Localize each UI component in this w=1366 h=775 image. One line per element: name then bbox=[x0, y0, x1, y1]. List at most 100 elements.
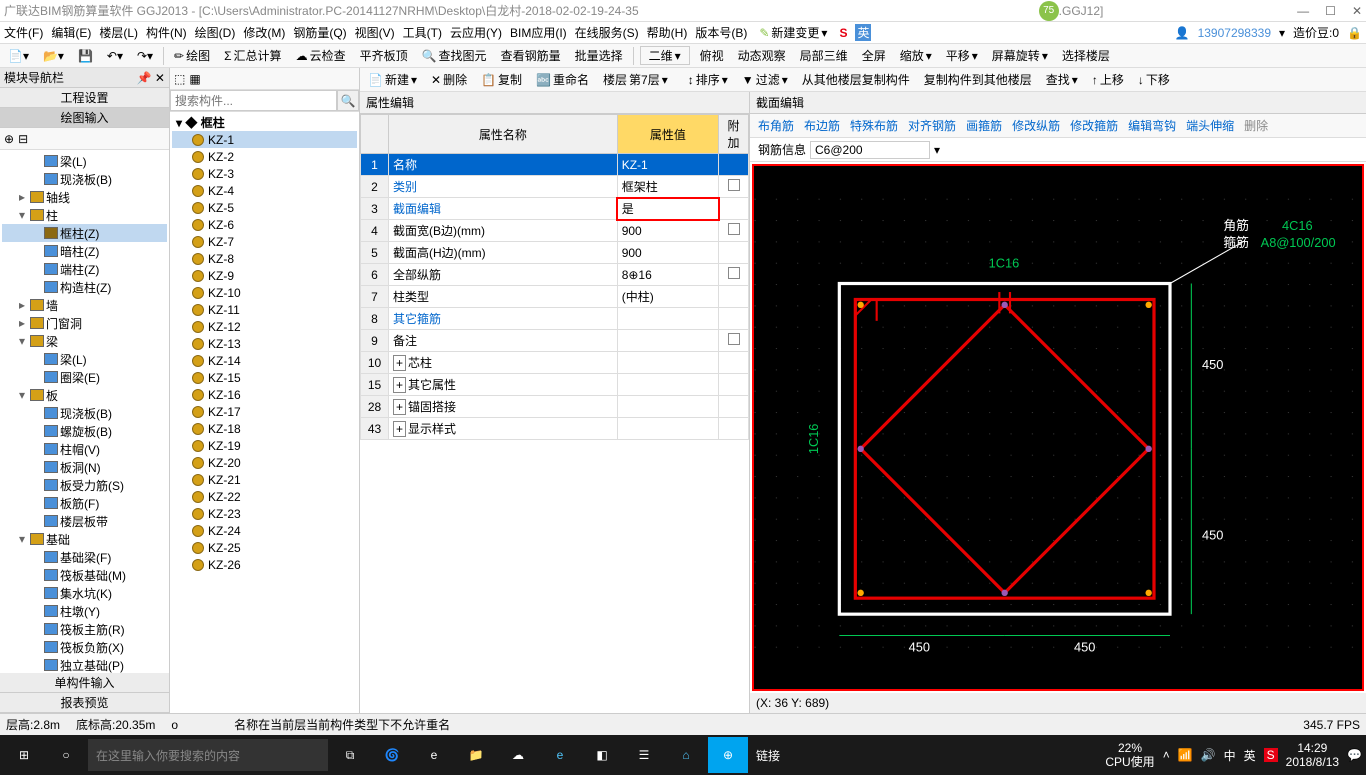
menu-help[interactable]: 帮助(H) bbox=[647, 24, 688, 41]
search-button[interactable]: 🔍 bbox=[337, 90, 359, 111]
tree-node[interactable]: 构造柱(Z) bbox=[2, 278, 167, 296]
component-item[interactable]: KZ-16 bbox=[172, 386, 357, 403]
tray-ime-icon[interactable]: 中 bbox=[1224, 747, 1236, 764]
menu-cloud[interactable]: 云应用(Y) bbox=[450, 24, 502, 41]
component-item[interactable]: KZ-19 bbox=[172, 437, 357, 454]
component-item[interactable]: KZ-13 bbox=[172, 335, 357, 352]
tree-node[interactable]: 梁(L) bbox=[2, 152, 167, 170]
tree-node[interactable]: ▸轴线 bbox=[2, 188, 167, 206]
component-item[interactable]: KZ-3 bbox=[172, 165, 357, 182]
mid-tool-icon2[interactable]: ▦ bbox=[189, 72, 200, 86]
menu-floor[interactable]: 楼层(L) bbox=[99, 24, 138, 41]
fullscreen-button[interactable]: 全屏 bbox=[858, 47, 890, 64]
menu-edit[interactable]: 编辑(E) bbox=[51, 24, 91, 41]
tray-sogou-icon[interactable]: S bbox=[1264, 748, 1278, 762]
floor-select[interactable]: 楼层 第7层▾ bbox=[599, 71, 672, 88]
tree-node[interactable]: 板洞(N) bbox=[2, 458, 167, 476]
component-item[interactable]: KZ-7 bbox=[172, 233, 357, 250]
rotate-button[interactable]: 屏幕旋转▾ bbox=[988, 47, 1052, 64]
property-row[interactable]: 2类别框架柱 bbox=[361, 176, 749, 198]
tree-node[interactable]: ▸墙 bbox=[2, 296, 167, 314]
user-id[interactable]: 13907298339 bbox=[1198, 26, 1271, 40]
notif-icon[interactable]: 💬 bbox=[1347, 748, 1362, 762]
tree-node[interactable]: 板筋(F) bbox=[2, 494, 167, 512]
tree-node[interactable]: 梁(L) bbox=[2, 350, 167, 368]
mid-tool-icon[interactable]: ⬚ bbox=[174, 72, 185, 86]
sum-button[interactable]: Σ 汇总计算 bbox=[220, 47, 285, 64]
up-button[interactable]: ↑上移 bbox=[1088, 71, 1128, 88]
property-row[interactable]: 5截面高(H边)(mm)900 bbox=[361, 242, 749, 264]
tool-modvert[interactable]: 修改纵筋 bbox=[1012, 117, 1060, 134]
tray-net-icon[interactable]: 📶 bbox=[1178, 748, 1193, 762]
component-item[interactable]: KZ-1 bbox=[172, 131, 357, 148]
tool-modhoop[interactable]: 修改箍筋 bbox=[1070, 117, 1118, 134]
draw-button[interactable]: ✏绘图 bbox=[170, 47, 214, 64]
overlook-button[interactable]: 俯视 bbox=[696, 47, 728, 64]
section-canvas[interactable]: 1C16 1C16 角筋 4C16 箍筋 A8@100/200 450 450 … bbox=[752, 164, 1364, 691]
undo-button[interactable]: ↶▾ bbox=[103, 49, 127, 63]
view-steel-button[interactable]: 查看钢筋量 bbox=[497, 47, 565, 64]
component-item[interactable]: KZ-17 bbox=[172, 403, 357, 420]
property-row[interactable]: 9备注 bbox=[361, 330, 749, 352]
save-button[interactable]: 💾 bbox=[74, 49, 97, 63]
tree-node[interactable]: 现浇板(B) bbox=[2, 170, 167, 188]
component-item[interactable]: KZ-10 bbox=[172, 284, 357, 301]
dynview-button[interactable]: 动态观察 bbox=[734, 47, 790, 64]
clock[interactable]: 14:292018/8/13 bbox=[1286, 741, 1339, 770]
filter-button[interactable]: ▼过滤▾ bbox=[738, 71, 792, 88]
tool-corner[interactable]: 布角筋 bbox=[758, 117, 794, 134]
component-tree[interactable]: ▾ ◆ 框柱KZ-1KZ-2KZ-3KZ-4KZ-5KZ-6KZ-7KZ-8KZ… bbox=[170, 112, 359, 713]
component-item[interactable]: KZ-11 bbox=[172, 301, 357, 318]
cloud-check-button[interactable]: ☁云检查 bbox=[292, 47, 350, 64]
tool-side[interactable]: 布边筋 bbox=[804, 117, 840, 134]
sect-single[interactable]: 单构件输入 bbox=[0, 673, 169, 693]
sect-report[interactable]: 报表预览 bbox=[0, 693, 169, 713]
tree-node[interactable]: 现浇板(B) bbox=[2, 404, 167, 422]
tool-delete[interactable]: 删除 bbox=[1244, 117, 1268, 134]
menu-online[interactable]: 在线服务(S) bbox=[575, 24, 639, 41]
component-item[interactable]: KZ-5 bbox=[172, 199, 357, 216]
flat-button[interactable]: 平齐板顶 bbox=[356, 47, 412, 64]
sort-button[interactable]: ↕排序▾ bbox=[684, 71, 732, 88]
minimize-icon[interactable]: — bbox=[1297, 4, 1309, 18]
batch-button[interactable]: 批量选择 bbox=[571, 47, 627, 64]
menu-draw[interactable]: 绘图(D) bbox=[195, 24, 236, 41]
sect-project[interactable]: 工程设置 bbox=[0, 88, 169, 108]
tree-collapse-icon[interactable]: ⊟ bbox=[18, 132, 28, 146]
property-row[interactable]: 1名称KZ-1 bbox=[361, 154, 749, 176]
tree-node[interactable]: 集水坑(K) bbox=[2, 584, 167, 602]
tree-node[interactable]: ▾基础 bbox=[2, 530, 167, 548]
tool-end[interactable]: 端头伸缩 bbox=[1186, 117, 1234, 134]
property-row[interactable]: 43+显示样式 bbox=[361, 418, 749, 440]
menu-version[interactable]: 版本号(B) bbox=[695, 24, 747, 41]
search-input[interactable] bbox=[170, 90, 337, 111]
menu-bim[interactable]: BIM应用(I) bbox=[510, 24, 567, 41]
component-item[interactable]: KZ-26 bbox=[172, 556, 357, 573]
tree-node[interactable]: 筏板主筋(R) bbox=[2, 620, 167, 638]
component-item[interactable]: KZ-21 bbox=[172, 471, 357, 488]
tree-node[interactable]: 独立基础(P) bbox=[2, 656, 167, 673]
tree-node[interactable]: 楼层板带 bbox=[2, 512, 167, 530]
component-item[interactable]: KZ-23 bbox=[172, 505, 357, 522]
tree-node[interactable]: 端柱(Z) bbox=[2, 260, 167, 278]
redo-button[interactable]: ↷▾ bbox=[133, 49, 157, 63]
new-comp-button[interactable]: 📄新建▾ bbox=[364, 71, 421, 88]
menu-steel[interactable]: 钢筋量(Q) bbox=[293, 24, 346, 41]
tree-node[interactable]: ▾梁 bbox=[2, 332, 167, 350]
maximize-icon[interactable]: ☐ bbox=[1325, 4, 1336, 18]
property-row[interactable]: 10+芯柱 bbox=[361, 352, 749, 374]
tree-node[interactable]: 板受力筋(S) bbox=[2, 476, 167, 494]
pin-icon[interactable]: 📌 ✕ bbox=[137, 71, 165, 85]
zoom-button[interactable]: 缩放▾ bbox=[896, 47, 936, 64]
tree-node[interactable]: 柱墩(Y) bbox=[2, 602, 167, 620]
new-change-button[interactable]: ✎新建变更 ▾ bbox=[755, 24, 831, 41]
component-item[interactable]: KZ-2 bbox=[172, 148, 357, 165]
component-item[interactable]: KZ-15 bbox=[172, 369, 357, 386]
property-row[interactable]: 3截面编辑是 bbox=[361, 198, 749, 220]
component-item[interactable]: KZ-18 bbox=[172, 420, 357, 437]
tree-node[interactable]: 筏板负筋(X) bbox=[2, 638, 167, 656]
tree-expand-icon[interactable]: ⊕ bbox=[4, 132, 14, 146]
component-item[interactable]: KZ-4 bbox=[172, 182, 357, 199]
rename-button[interactable]: 🔤重命名 bbox=[532, 71, 593, 88]
menu-modify[interactable]: 修改(M) bbox=[243, 24, 285, 41]
